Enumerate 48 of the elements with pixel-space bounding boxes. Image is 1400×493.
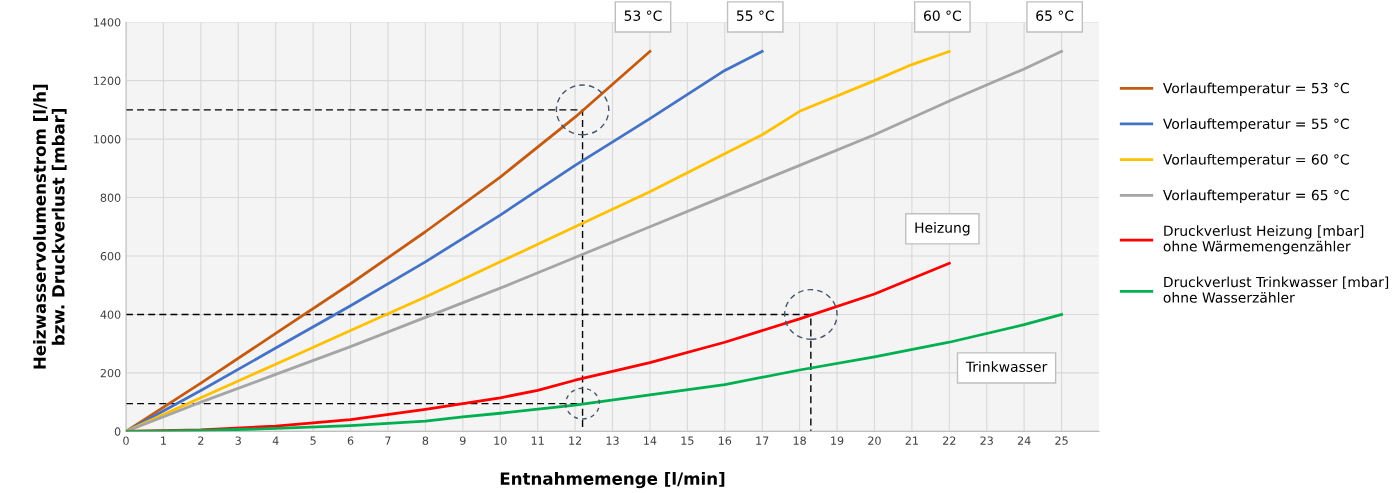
x-tick-label: 16 [718, 436, 732, 445]
y-tick-label: 800 [100, 193, 121, 202]
x-tick-label: 14 [644, 436, 657, 445]
annotation: 65 °C [1036, 10, 1074, 21]
x-tick-label: 20 [868, 436, 881, 445]
y-tick-label: 200 [100, 368, 121, 378]
x-tick-label: 18 [793, 436, 806, 445]
annotation: Heizung [915, 222, 970, 236]
legend-label: Vorlauftemperatur = 60 °C [1163, 153, 1349, 168]
x-tick-label: 5 [310, 436, 316, 445]
y-tick-label: 1200 [94, 76, 121, 86]
x-tick-label: 4 [272, 436, 279, 445]
y-tick-label: 0 [114, 427, 121, 436]
x-tick-label: 0 [123, 436, 129, 445]
x-tick-label: 3 [235, 436, 241, 445]
y-tick-label: 400 [100, 310, 121, 319]
annotation: 60 °C [923, 10, 961, 21]
x-tick-label: 15 [681, 436, 694, 445]
x-tick-label: 11 [531, 436, 544, 445]
legend-label: Vorlauftemperatur = 53 °C [1163, 82, 1349, 97]
x-tick-label: 13 [606, 436, 619, 445]
y-tick-label: 600 [100, 251, 121, 261]
legend-label: Druckverlust Trinkwasser [mbar] ohne Wasserzähler [1163, 276, 1389, 303]
x-tick-label: 21 [905, 436, 918, 445]
x-tick-label: 22 [943, 436, 956, 445]
x-axis-title: Entnahmemenge [l/min] [500, 471, 725, 489]
y-tick-label: 1000 [94, 135, 121, 144]
legend-label: Vorlauftemperatur = 65 °C [1163, 189, 1349, 204]
x-tick-label: 24 [1017, 436, 1031, 445]
x-tick-label: 17 [756, 436, 769, 445]
x-tick-label: 7 [385, 436, 391, 445]
legend-label: Vorlauftemperatur = 55 °C [1163, 118, 1349, 132]
x-tick-label: 6 [347, 436, 354, 445]
x-tick-label: 12 [569, 436, 582, 445]
annotation: 55 °C [736, 10, 774, 21]
x-tick-label: 10 [494, 436, 507, 445]
x-tick-label: 19 [831, 436, 844, 445]
x-tick-label: 23 [980, 436, 993, 445]
y-axis-title: Heizwasservolumenstrom [l/h] bzw. Druckverlust [mbar] [33, 84, 67, 369]
x-tick-label: 8 [422, 436, 429, 445]
annotation: 53 °C [624, 10, 662, 21]
x-tick-label: 25 [1055, 436, 1068, 445]
legend-label: Druckverlust Heizung [mbar] ohne Wärmemengenzähler [1163, 225, 1364, 255]
x-tick-label: 2 [198, 436, 204, 445]
annotation: Trinkwasser [965, 361, 1048, 372]
y-tick-label: 1400 [94, 18, 121, 27]
x-tick-label: 1 [161, 436, 166, 445]
x-tick-label: 9 [459, 436, 466, 445]
